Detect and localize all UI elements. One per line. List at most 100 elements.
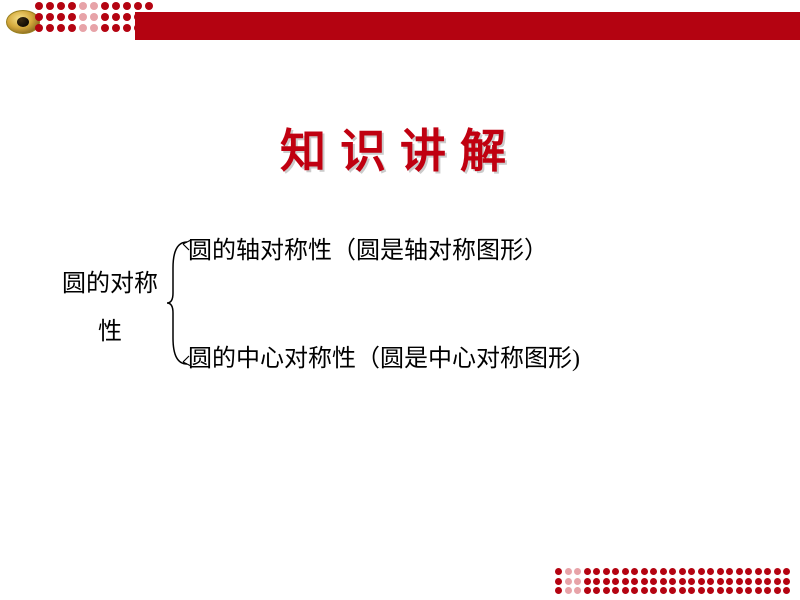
decor-dot (745, 587, 752, 594)
decor-dot (622, 568, 629, 575)
decor-dot (755, 568, 762, 575)
decor-dot (717, 568, 724, 575)
decor-dot (565, 578, 572, 585)
decor-dot (641, 578, 648, 585)
decor-dot (726, 568, 733, 575)
decor-dot (783, 568, 790, 575)
decor-dot (650, 568, 657, 575)
decor-dot (57, 24, 65, 32)
bottom-dot-grid (555, 568, 790, 594)
decor-dot (707, 578, 714, 585)
decor-dot (698, 568, 705, 575)
decor-dot (650, 587, 657, 594)
decor-dot (707, 587, 714, 594)
decor-dot (123, 2, 131, 10)
decor-dot (593, 587, 600, 594)
decor-dot (123, 13, 131, 21)
decor-dot (736, 578, 743, 585)
diagram-root-label: 圆的对称性 (60, 260, 160, 356)
decor-dot (679, 568, 686, 575)
decor-dot (736, 587, 743, 594)
decor-dot (755, 587, 762, 594)
decor-dot (123, 24, 131, 32)
decor-dot (134, 2, 142, 10)
decor-dot (669, 578, 676, 585)
decor-dot (717, 587, 724, 594)
decor-dot (35, 13, 43, 21)
decor-dot (660, 587, 667, 594)
decor-dot (90, 24, 98, 32)
decor-dot (650, 578, 657, 585)
decor-dot (688, 587, 695, 594)
decor-dot (612, 587, 619, 594)
decor-dot (584, 568, 591, 575)
decor-dot (660, 568, 667, 575)
decor-dot (679, 587, 686, 594)
logo-eye (17, 17, 29, 27)
decor-dot (764, 568, 771, 575)
decor-dot (112, 2, 120, 10)
decor-dot (68, 24, 76, 32)
decor-dot (574, 578, 581, 585)
decor-dot (565, 587, 572, 594)
decor-dot (603, 568, 610, 575)
decor-dot (35, 2, 43, 10)
decor-dot (736, 568, 743, 575)
header-bar (135, 12, 800, 40)
decor-dot (774, 587, 781, 594)
decor-dot (755, 578, 762, 585)
diagram-branch-1: 圆的轴对称性（圆是轴对称图形） (188, 230, 548, 265)
decor-dot (603, 587, 610, 594)
decor-dot (660, 578, 667, 585)
decor-dot (593, 568, 600, 575)
decor-dot (783, 578, 790, 585)
decor-dot (79, 13, 87, 21)
decor-dot (68, 2, 76, 10)
page-title: 知识讲解 (0, 115, 800, 181)
decor-dot (745, 568, 752, 575)
decor-dot (631, 568, 638, 575)
decor-dot (622, 578, 629, 585)
decor-dot (57, 13, 65, 21)
decor-dot (101, 13, 109, 21)
decor-dot (574, 568, 581, 575)
decor-dot (57, 2, 65, 10)
decor-dot (565, 568, 572, 575)
decor-dot (669, 568, 676, 575)
decor-dot (101, 24, 109, 32)
decor-dot (112, 24, 120, 32)
decor-dot (603, 578, 610, 585)
decor-dot (555, 578, 562, 585)
decor-dot (622, 587, 629, 594)
decor-dot (641, 568, 648, 575)
decor-dot (745, 578, 752, 585)
decor-dot (79, 24, 87, 32)
decor-dot (46, 2, 54, 10)
decor-dot (574, 587, 581, 594)
decor-dot (46, 24, 54, 32)
decor-dot (631, 578, 638, 585)
decor-dot (698, 587, 705, 594)
decor-dot (46, 13, 54, 21)
decor-dot (679, 578, 686, 585)
decor-dot (612, 568, 619, 575)
decor-dot (774, 568, 781, 575)
decor-dot (68, 13, 76, 21)
decor-dot (584, 587, 591, 594)
decor-dot (698, 578, 705, 585)
decor-dot (90, 2, 98, 10)
decor-dot (35, 24, 43, 32)
decor-dot (688, 578, 695, 585)
decor-dot (145, 2, 153, 10)
decor-dot (101, 2, 109, 10)
decor-dot (79, 2, 87, 10)
decor-dot (593, 578, 600, 585)
decor-dot (555, 587, 562, 594)
decor-dot (641, 587, 648, 594)
decor-dot (669, 587, 676, 594)
diagram-branch-2: 圆的中心对称性（圆是中心对称图形) (188, 338, 580, 373)
decor-dot (726, 578, 733, 585)
decor-dot (112, 13, 120, 21)
decor-dot (555, 568, 562, 575)
decor-dot (707, 568, 714, 575)
